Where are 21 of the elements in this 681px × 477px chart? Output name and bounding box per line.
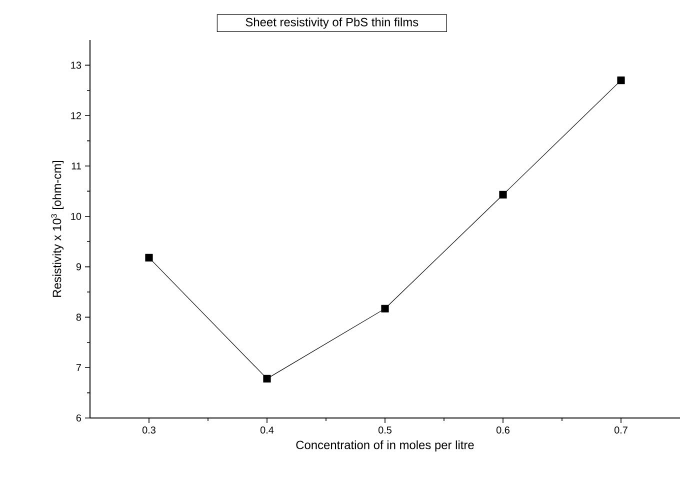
y-tick-label: 9 xyxy=(76,263,82,270)
x-tick-label: 0.4 xyxy=(260,426,274,434)
y-tick-label: 12 xyxy=(71,112,81,120)
y-tick-label: 13 xyxy=(71,62,82,69)
point xyxy=(263,374,271,382)
point xyxy=(499,190,507,199)
point xyxy=(145,254,153,262)
y-tick-label: 8 xyxy=(76,314,82,321)
x-tick-label: 0.5 xyxy=(378,426,392,434)
y-tick-label: 10 xyxy=(71,212,82,220)
point xyxy=(381,304,389,312)
x-axis-title: Concentration of in moles per litre xyxy=(296,440,474,452)
point xyxy=(617,76,625,84)
x-tick-label: 0.6 xyxy=(496,426,510,434)
y-tick-label: 11 xyxy=(72,162,81,170)
y-axis-title: Resistivity x 10$^{3}$ [ohm-cm] xyxy=(51,160,64,297)
x-tick-label: 0.3 xyxy=(142,426,156,434)
chart-title: Sheet resistivity of PbS thin films xyxy=(246,18,418,29)
y-tick-label: 6 xyxy=(76,414,82,422)
x-tick-label: 0.7 xyxy=(614,426,628,434)
y-tick-label: 7 xyxy=(76,364,81,372)
